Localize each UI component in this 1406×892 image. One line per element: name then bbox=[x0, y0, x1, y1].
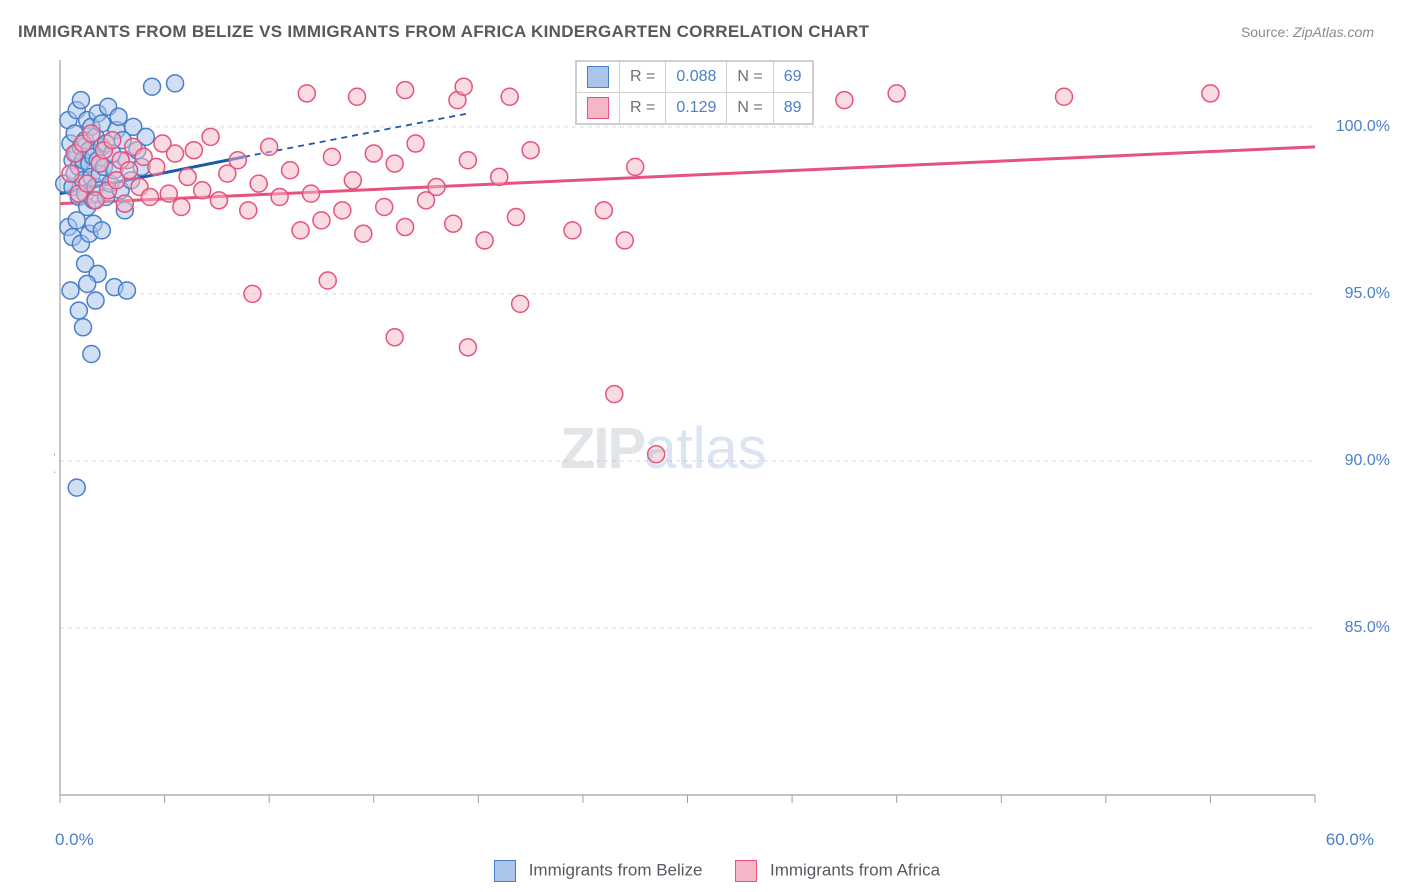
swatch-belize bbox=[587, 66, 609, 88]
source-value: ZipAtlas.com bbox=[1293, 24, 1374, 40]
series-legend: Immigrants from Belize Immigrants from A… bbox=[0, 860, 1406, 882]
n-value-belize: 69 bbox=[773, 62, 812, 93]
r-label: R = bbox=[620, 93, 666, 124]
y-tick-label: 85.0% bbox=[1345, 619, 1390, 637]
r-value-belize: 0.088 bbox=[666, 62, 727, 93]
correlation-legend: R = 0.088 N = 69 R = 0.129 N = 89 bbox=[575, 60, 814, 125]
legend-row-belize: R = 0.088 N = 69 bbox=[577, 62, 813, 93]
x-axis-min-label: 0.0% bbox=[55, 830, 94, 850]
n-label: N = bbox=[727, 93, 773, 124]
y-tick-label: 90.0% bbox=[1345, 452, 1390, 470]
y-tick-label: 95.0% bbox=[1345, 285, 1390, 303]
y-tick-label: 100.0% bbox=[1336, 118, 1390, 136]
source-label: Source: bbox=[1241, 24, 1289, 40]
legend-label-africa: Immigrants from Africa bbox=[770, 860, 940, 879]
n-value-africa: 89 bbox=[773, 93, 812, 124]
swatch-africa bbox=[587, 97, 609, 119]
swatch-africa bbox=[735, 860, 757, 882]
n-label: N = bbox=[727, 62, 773, 93]
source-attribution: Source: ZipAtlas.com bbox=[1241, 24, 1374, 40]
x-axis-max-label: 60.0% bbox=[1326, 830, 1374, 850]
legend-label-belize: Immigrants from Belize bbox=[529, 860, 703, 879]
scatter-plot bbox=[55, 55, 1375, 815]
chart-title: IMMIGRANTS FROM BELIZE VS IMMIGRANTS FRO… bbox=[18, 22, 869, 42]
legend-row-africa: R = 0.129 N = 89 bbox=[577, 93, 813, 124]
swatch-belize bbox=[494, 860, 516, 882]
r-value-africa: 0.129 bbox=[666, 93, 727, 124]
r-label: R = bbox=[620, 62, 666, 93]
